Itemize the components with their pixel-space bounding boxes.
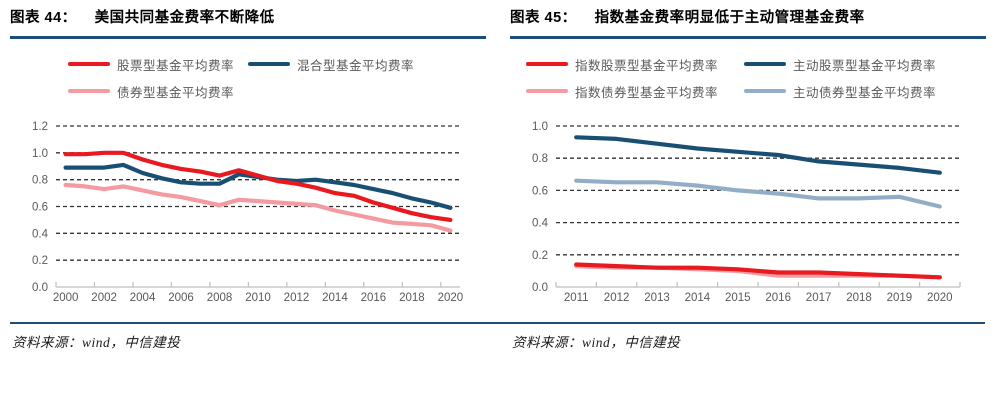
x-axis-tick-label: 2018 [399, 292, 425, 304]
legend-line-swatch [744, 88, 786, 94]
y-axis-tick-label: 0.0 [532, 282, 548, 294]
x-axis-tick-label: 2020 [438, 292, 464, 304]
figure-right: 图表 45： 指数基金费率明显低于主动管理基金费率 指数股票型基金平均费率 主动股… [510, 6, 986, 304]
x-axis-tick-label: 2008 [207, 292, 233, 304]
chart-legend: 股票型基金平均费率 混合型基金平均费率债券型基金平均费率 [68, 55, 486, 100]
y-axis-tick-label: 1.0 [532, 121, 548, 133]
figure-caption: 图表 44： 美国共同基金费率不断降低 [10, 6, 486, 30]
figure-number: 图表 44： [10, 10, 77, 26]
y-axis-tick-label: 1.0 [32, 148, 48, 160]
x-axis-tick-label: 2020 [927, 292, 953, 304]
line-chart-mutual-fund-fees: 0.0 0.2 0.4 0.6 0.8 1.0 1.2 2000 2002 2004 2006 200… [32, 121, 464, 304]
legend-label: 指数债券型基金平均费率 [575, 85, 719, 100]
y-axis-tick-label: 0.4 [32, 228, 49, 240]
x-axis-tick-label: 2017 [806, 292, 832, 304]
y-axis-tick-label: 0.2 [532, 250, 548, 262]
line-chart-index-vs-active-fees: 0.0 0.2 0.4 0.6 0.8 1.0 2011 2012 2013 2014 2015 20… [532, 121, 961, 304]
figure-left: 图表 44： 美国共同基金费率不断降低 股票型基金平均费率 混合型基金平均费率债券… [10, 6, 486, 304]
data-series-line [63, 150, 453, 223]
legend-line-swatch [248, 61, 290, 67]
figure-title: 指数基金费率明显低于主动管理基金费率 [594, 10, 865, 26]
legend-line-swatch [68, 88, 110, 94]
x-axis-tick-label: 2016 [765, 292, 791, 304]
legend-item: 主动债券型基金平均费率 [744, 82, 962, 100]
y-axis-tick-label: 0.0 [32, 282, 48, 294]
x-axis-tick-label: 2002 [91, 292, 117, 304]
x-axis-tick-label: 2012 [604, 292, 630, 304]
legend-item: 债券型基金平均费率 [68, 82, 248, 100]
legend-item: 混合型基金平均费率 [248, 55, 428, 73]
y-axis-tick-label: 1.2 [32, 121, 48, 133]
x-axis-tick-label: 2013 [644, 292, 670, 304]
x-axis-tick-label: 2006 [168, 292, 194, 304]
x-axis-tick-label: 2018 [846, 292, 872, 304]
legend-item: 指数债券型基金平均费率 [526, 82, 744, 100]
chart-legend: 指数股票型基金平均费率 主动股票型基金平均费率指数债券型基金平均费率 主动债券型基金… [526, 55, 986, 100]
source-note: 资料来源：wind，中信建投 [512, 335, 681, 350]
caption-underline [10, 36, 486, 39]
legend-line-swatch [526, 61, 568, 67]
x-axis-tick-label: 2010 [245, 292, 271, 304]
figure-title: 美国共同基金费率不断降低 [94, 10, 275, 26]
data-series-line [63, 182, 453, 233]
x-axis-tick-label: 2014 [685, 292, 711, 304]
x-axis-tick-label: 2015 [725, 292, 751, 304]
data-series-line [574, 135, 942, 175]
legend-label: 主动债券型基金平均费率 [793, 85, 937, 100]
y-axis-tick-label: 0.8 [532, 153, 548, 165]
x-axis-tick-label: 2000 [53, 292, 79, 304]
x-axis-tick-label: 2004 [130, 292, 156, 304]
caption-underline [510, 36, 986, 39]
figure-caption: 图表 45： 指数基金费率明显低于主动管理基金费率 [510, 6, 986, 30]
legend-label: 债券型基金平均费率 [117, 85, 235, 100]
legend-label: 指数股票型基金平均费率 [575, 58, 719, 73]
legend-line-swatch [526, 88, 568, 94]
data-series-line [574, 178, 942, 209]
figure-number: 图表 45： [510, 10, 577, 26]
legend-line-swatch [68, 61, 110, 67]
y-axis-tick-label: 0.8 [32, 175, 48, 187]
y-axis-tick-label: 0.4 [532, 218, 549, 230]
legend-item: 股票型基金平均费率 [68, 55, 248, 73]
x-axis-tick-label: 2014 [322, 292, 348, 304]
y-axis-tick-label: 0.2 [32, 255, 48, 267]
x-axis-tick-label: 2019 [887, 292, 913, 304]
data-series-line [574, 262, 942, 280]
legend-item: 主动股票型基金平均费率 [744, 55, 962, 73]
legend-label: 主动股票型基金平均费率 [793, 58, 937, 73]
source-note: 资料来源：wind，中信建投 [12, 335, 181, 350]
x-axis-tick-label: 2016 [361, 292, 387, 304]
x-axis-tick-label: 2011 [564, 292, 589, 304]
legend-label: 股票型基金平均费率 [117, 58, 235, 73]
legend-item: 指数股票型基金平均费率 [526, 55, 744, 73]
y-axis-tick-label: 0.6 [32, 202, 48, 214]
y-axis-tick-label: 0.6 [532, 185, 548, 197]
legend-line-swatch [744, 61, 786, 67]
legend-label: 混合型基金平均费率 [297, 58, 415, 73]
x-axis-tick-label: 2012 [284, 292, 310, 304]
section-divider [10, 322, 985, 324]
